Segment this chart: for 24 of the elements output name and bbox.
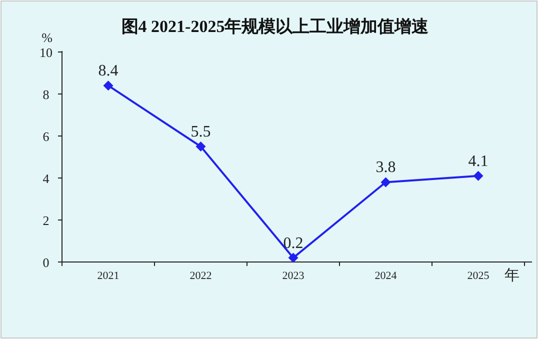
x-tick-label: 2024: [374, 270, 398, 282]
point: [103, 80, 114, 91]
point: [380, 177, 391, 188]
point: [288, 252, 298, 263]
chart-title: 图4 2021-2025年规模以上工业增加值增速: [121, 17, 429, 36]
y-tick-label: 8: [42, 87, 50, 102]
data-label: 3.8: [376, 159, 396, 176]
point: [473, 170, 484, 181]
y-tick-label: 2: [42, 213, 50, 228]
x-tick-label: 2025: [467, 270, 490, 282]
y-tick-label: 10: [40, 45, 52, 60]
y-tick-label: 4: [42, 171, 50, 186]
y-axis-title: %: [42, 30, 53, 45]
x-tick-label: 2022: [190, 270, 212, 282]
data-label: 8.4: [98, 62, 118, 80]
y-tick-label: 0: [42, 255, 50, 270]
y-tick-label: 6: [42, 129, 50, 144]
point: [196, 142, 206, 152]
data-label: 0.2: [283, 234, 304, 252]
x-axis-title: 年: [504, 267, 520, 284]
data-label: 4.1: [468, 152, 488, 170]
x-tick-label: 2021: [97, 270, 120, 282]
data-label: 5.5: [190, 124, 211, 140]
x-tick-label: 2023: [282, 270, 305, 282]
